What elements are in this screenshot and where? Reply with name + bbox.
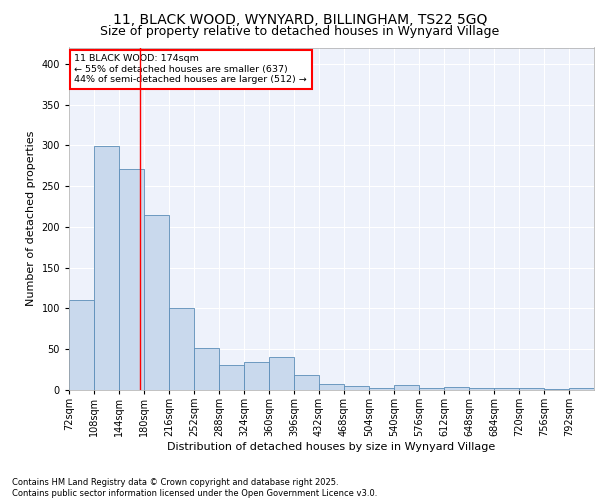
Bar bbox=[419, 388, 444, 390]
Bar bbox=[569, 388, 594, 390]
Bar bbox=[294, 374, 319, 390]
Bar bbox=[119, 169, 144, 390]
Bar bbox=[244, 362, 269, 390]
Bar bbox=[544, 389, 569, 390]
Bar bbox=[494, 388, 519, 390]
Bar bbox=[169, 308, 194, 390]
Text: 11, BLACK WOOD, WYNYARD, BILLINGHAM, TS22 5GQ: 11, BLACK WOOD, WYNYARD, BILLINGHAM, TS2… bbox=[113, 12, 487, 26]
Text: 11 BLACK WOOD: 174sqm
← 55% of detached houses are smaller (637)
44% of semi-det: 11 BLACK WOOD: 174sqm ← 55% of detached … bbox=[74, 54, 307, 84]
Text: Size of property relative to detached houses in Wynyard Village: Size of property relative to detached ho… bbox=[100, 25, 500, 38]
Bar bbox=[444, 386, 469, 390]
Bar bbox=[144, 216, 169, 390]
Bar bbox=[69, 300, 94, 390]
Bar bbox=[344, 386, 369, 390]
Bar bbox=[519, 388, 544, 390]
Bar bbox=[269, 356, 294, 390]
Text: Contains HM Land Registry data © Crown copyright and database right 2025.
Contai: Contains HM Land Registry data © Crown c… bbox=[12, 478, 377, 498]
Y-axis label: Number of detached properties: Number of detached properties bbox=[26, 131, 36, 306]
Bar bbox=[394, 385, 419, 390]
Bar bbox=[219, 364, 244, 390]
Bar bbox=[194, 348, 219, 390]
Bar bbox=[94, 146, 119, 390]
Bar bbox=[369, 388, 394, 390]
Bar bbox=[469, 388, 494, 390]
X-axis label: Distribution of detached houses by size in Wynyard Village: Distribution of detached houses by size … bbox=[167, 442, 496, 452]
Bar bbox=[319, 384, 344, 390]
